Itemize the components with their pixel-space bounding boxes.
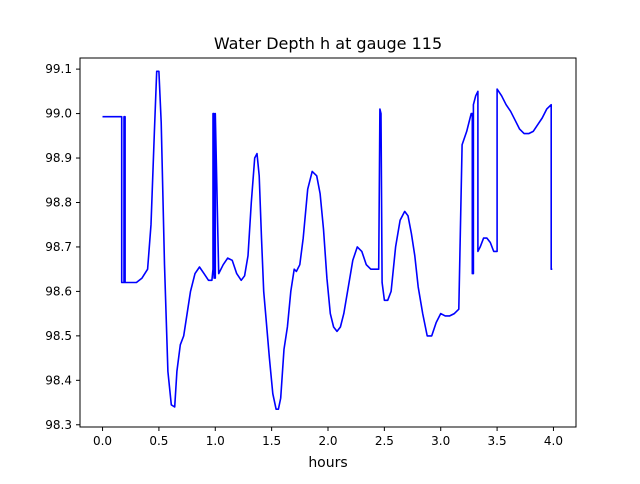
- y-tick-label: 99.0: [45, 107, 72, 121]
- y-tick-label: 98.8: [45, 195, 72, 209]
- x-axis-label: hours: [308, 455, 347, 471]
- y-tick-label: 98.6: [45, 284, 72, 298]
- x-tick-label: 0.5: [149, 434, 168, 448]
- chart-title: Water Depth h at gauge 115: [214, 34, 442, 53]
- series-layer: [102, 70, 553, 411]
- y-tick-label: 98.5: [45, 329, 72, 343]
- y-tick-label: 98.4: [45, 373, 72, 387]
- x-tick-label: 1.0: [206, 434, 225, 448]
- y-axis: 98.3 98.4 98.5 98.6 98.7 98.8 98.9 99.0 99.1: [45, 62, 80, 432]
- x-tick-label: 3.0: [431, 434, 450, 448]
- x-tick-label: 4.0: [544, 434, 563, 448]
- x-tick-label: 0.0: [93, 434, 112, 448]
- y-tick-label: 99.1: [45, 62, 72, 76]
- x-axis: 0.0 0.5 1.0 1.5 2.0 2.5 3.0 3.5 4.0: [93, 427, 563, 448]
- y-tick-label: 98.9: [45, 151, 72, 165]
- series-line-h: [102, 70, 553, 411]
- x-tick-label: 2.0: [318, 434, 337, 448]
- x-tick-label: 3.5: [488, 434, 507, 448]
- x-tick-label: 1.5: [262, 434, 281, 448]
- x-tick-label: 2.5: [375, 434, 394, 448]
- y-tick-label: 98.3: [45, 418, 72, 432]
- y-tick-label: 98.7: [45, 240, 72, 254]
